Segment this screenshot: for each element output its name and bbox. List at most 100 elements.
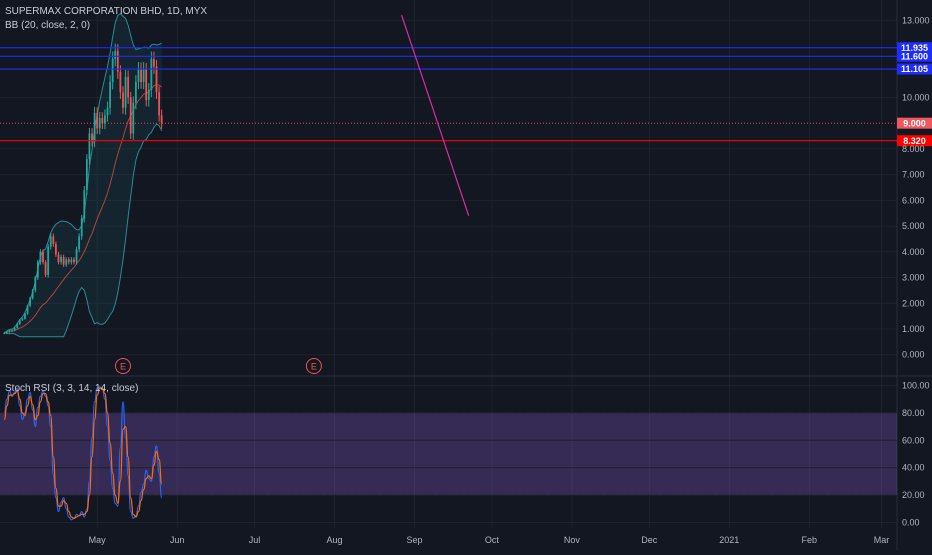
level-tag-box (897, 42, 932, 54)
level-tag-label: 11.600 (901, 52, 928, 62)
time-tick-label: Dec (641, 535, 658, 545)
earnings-marker-circle (305, 358, 322, 374)
time-tick-label: Jul (249, 535, 261, 545)
candle-body (142, 69, 145, 83)
candle-body (42, 251, 44, 263)
candle-body (104, 115, 106, 124)
earnings-marker: E (305, 358, 322, 374)
candle-body (8, 330, 11, 332)
candle-body (18, 319, 21, 324)
candle-body (36, 262, 39, 278)
price-tick-label: 13.000 (902, 15, 930, 25)
candle-body (140, 69, 142, 83)
candle-body (119, 71, 122, 93)
candle-body (124, 76, 127, 108)
earnings-marker-circle (114, 358, 131, 374)
level-tag-label: 11.105 (901, 64, 928, 74)
earnings-marker-label: E (311, 362, 317, 372)
candle-body (145, 69, 148, 101)
level-tag: 9.000 (897, 117, 932, 129)
bb-lower-line (4, 123, 163, 338)
level-tag-label: 8.320 (903, 136, 926, 146)
candle-body (160, 115, 163, 124)
candle-body (47, 246, 50, 275)
time-tick-label: Oct (485, 535, 500, 545)
candle-body (13, 327, 16, 331)
candle-body (62, 256, 65, 265)
rsi-tick-label: 100.00 (902, 380, 930, 390)
level-tag: 8.320 (897, 135, 932, 147)
price-tick-label: 1.000 (902, 324, 925, 334)
time-tick-label: 2021 (719, 535, 739, 545)
level-tag-label: 9.000 (903, 118, 926, 128)
candle-body (16, 323, 19, 328)
price-tick-label: 3.000 (902, 273, 925, 283)
time-tick-label: Sep (407, 535, 423, 545)
candle-body (106, 107, 109, 116)
candle-body (88, 133, 91, 160)
earnings-marker-label: E (120, 362, 126, 372)
candle-body (129, 97, 132, 134)
time-tick-label: Feb (802, 535, 818, 545)
candle-body (93, 112, 96, 142)
candle-body (34, 277, 37, 291)
candle-body (11, 330, 13, 332)
candle-body (85, 159, 88, 191)
candle-body (24, 313, 26, 319)
price-tick-label: 7.000 (902, 170, 925, 180)
candle-body (57, 254, 60, 263)
symbol-title: SUPERMAX CORPORATION BHD, 1D, MYX (5, 6, 208, 17)
candle-body (78, 236, 81, 250)
candle-body (3, 332, 6, 334)
candle-body (55, 244, 57, 255)
candle-body (147, 89, 150, 101)
time-tick-label: Jun (170, 535, 185, 545)
candle-body (80, 218, 83, 237)
candle-body (137, 69, 140, 83)
candle-body (109, 82, 111, 108)
rsi-tick-label: 20.00 (902, 490, 925, 500)
time-tick-label: Mar (874, 535, 890, 545)
price-tick-label: 8.000 (902, 144, 925, 154)
candle-body (83, 190, 86, 219)
candle-body (111, 58, 114, 83)
level-tag-box (897, 63, 932, 75)
level-tag-box (897, 117, 932, 129)
time-tick-label: May (89, 535, 107, 545)
candle-body (67, 259, 70, 263)
candle-body (29, 298, 31, 306)
candle-body (44, 262, 47, 275)
stoch-rsi-label: Stoch RSI (3, 3, 14, 14, close) (5, 383, 139, 394)
price-tick-label: 2.000 (902, 298, 925, 308)
level-tag: 11.935 (897, 42, 932, 54)
level-tag: 11.105 (897, 63, 932, 75)
candle-body (31, 290, 34, 299)
candle-body (70, 259, 73, 263)
rsi-series-d (3, 387, 163, 520)
bb-indicator-label: BB (20, close, 2, 0) (5, 20, 91, 31)
rsi-band-fill (0, 412, 897, 496)
candle-body (52, 236, 55, 245)
rsi-tick-label: 0.00 (902, 518, 920, 528)
candle-body (5, 331, 8, 333)
price-tick-label: 0.000 (902, 350, 925, 360)
trend-line (401, 14, 470, 216)
candle-body (150, 58, 153, 90)
candle-body (75, 249, 78, 263)
level-tag-box (897, 50, 932, 62)
price-tick-label: 6.000 (902, 195, 925, 205)
rsi-tick-label: 40.00 (902, 463, 925, 473)
candle-body (73, 259, 75, 263)
rsi-tick-label: 80.00 (902, 408, 925, 418)
level-tag-label: 11.935 (901, 43, 928, 53)
price-tick-label: 4.000 (902, 247, 925, 257)
candle-body (114, 51, 117, 59)
candle-body (91, 133, 93, 142)
candle-body (26, 305, 29, 314)
price-tick-label: 10.000 (902, 92, 930, 102)
candle-body (21, 318, 24, 320)
candle-body (101, 118, 104, 124)
candle-body (153, 58, 155, 67)
